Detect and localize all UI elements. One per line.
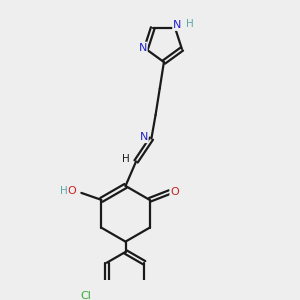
Text: O: O — [170, 187, 179, 196]
Text: O: O — [67, 186, 76, 196]
Text: H: H — [186, 19, 194, 29]
Text: N: N — [140, 132, 148, 142]
Text: H: H — [60, 186, 68, 196]
Text: Cl: Cl — [80, 292, 91, 300]
Text: N: N — [138, 43, 147, 52]
Text: H: H — [122, 154, 129, 164]
Text: N: N — [173, 20, 182, 30]
